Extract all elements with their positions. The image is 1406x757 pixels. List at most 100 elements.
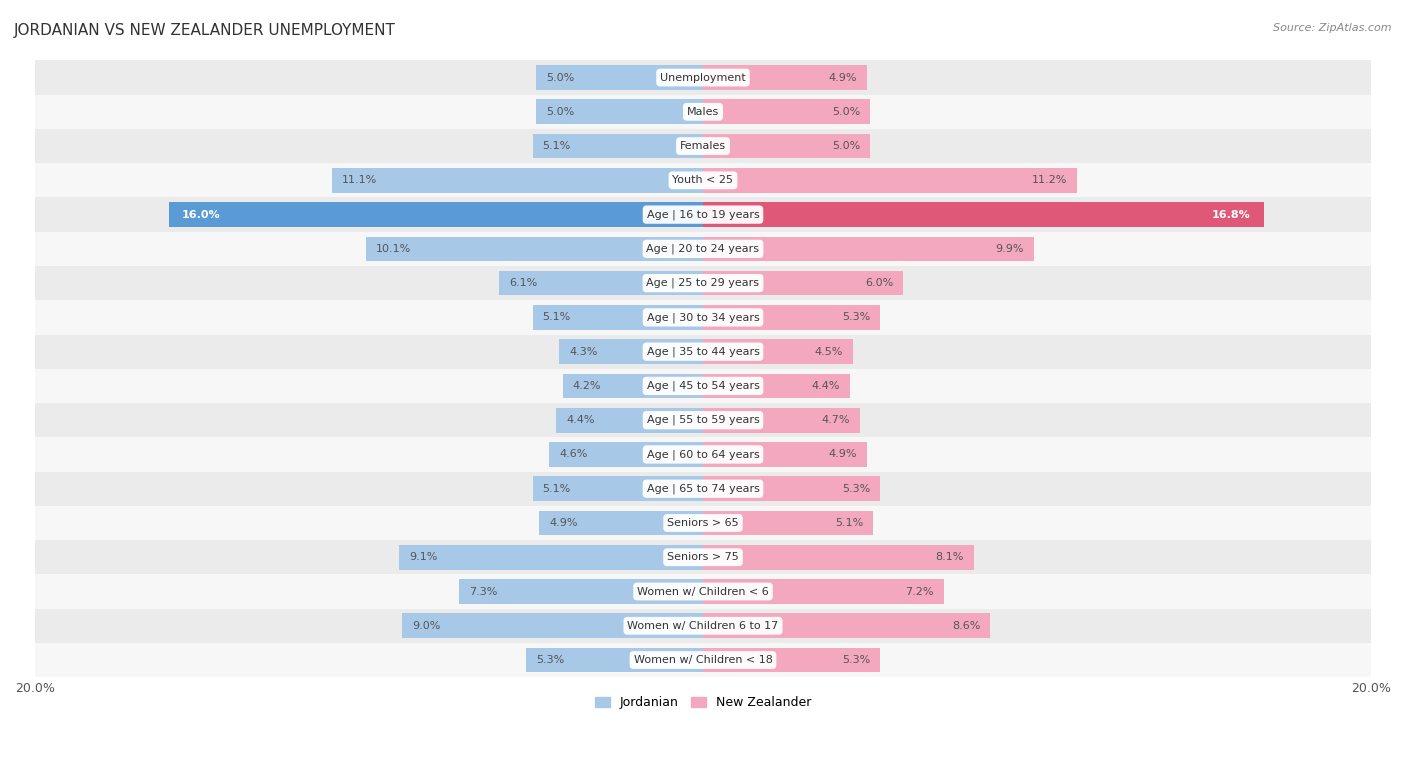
Bar [35, 129, 1371, 164]
Text: Age | 65 to 74 years: Age | 65 to 74 years [647, 484, 759, 494]
Text: 5.0%: 5.0% [546, 73, 574, 83]
Text: Women w/ Children 6 to 17: Women w/ Children 6 to 17 [627, 621, 779, 631]
Text: Women w/ Children < 6: Women w/ Children < 6 [637, 587, 769, 597]
Text: 4.4%: 4.4% [811, 381, 839, 391]
Bar [533, 476, 703, 501]
Text: 11.1%: 11.1% [342, 176, 377, 185]
Text: 4.3%: 4.3% [569, 347, 598, 357]
Text: Women w/ Children < 18: Women w/ Children < 18 [634, 655, 772, 665]
Text: 9.0%: 9.0% [412, 621, 440, 631]
Bar [399, 545, 703, 569]
Bar [703, 613, 990, 638]
Text: 5.0%: 5.0% [832, 107, 860, 117]
Bar [35, 232, 1371, 266]
Text: 5.1%: 5.1% [835, 518, 863, 528]
Text: 5.0%: 5.0% [546, 107, 574, 117]
Text: 9.1%: 9.1% [409, 553, 437, 562]
Text: 11.2%: 11.2% [1032, 176, 1067, 185]
Legend: Jordanian, New Zealander: Jordanian, New Zealander [589, 691, 817, 714]
Text: JORDANIAN VS NEW ZEALANDER UNEMPLOYMENT: JORDANIAN VS NEW ZEALANDER UNEMPLOYMENT [14, 23, 396, 38]
Bar [703, 236, 1033, 261]
Bar [703, 648, 880, 672]
Bar [35, 540, 1371, 575]
Bar [703, 374, 851, 398]
Bar [703, 442, 866, 467]
Text: 7.3%: 7.3% [470, 587, 498, 597]
Text: 5.3%: 5.3% [842, 313, 870, 322]
Bar [35, 575, 1371, 609]
Bar [540, 511, 703, 535]
Text: Age | 30 to 34 years: Age | 30 to 34 years [647, 312, 759, 322]
Text: 5.3%: 5.3% [842, 484, 870, 494]
Text: Age | 20 to 24 years: Age | 20 to 24 years [647, 244, 759, 254]
Bar [555, 408, 703, 432]
Text: Source: ZipAtlas.com: Source: ZipAtlas.com [1274, 23, 1392, 33]
Bar [35, 609, 1371, 643]
Bar [35, 369, 1371, 403]
Bar [526, 648, 703, 672]
Text: Youth < 25: Youth < 25 [672, 176, 734, 185]
Bar [703, 476, 880, 501]
Bar [703, 271, 904, 295]
Bar [35, 61, 1371, 95]
Bar [499, 271, 703, 295]
Text: 10.1%: 10.1% [375, 244, 411, 254]
Bar [536, 99, 703, 124]
Text: 8.6%: 8.6% [952, 621, 980, 631]
Text: 9.9%: 9.9% [995, 244, 1024, 254]
Text: 5.0%: 5.0% [832, 141, 860, 151]
Text: Age | 55 to 59 years: Age | 55 to 59 years [647, 415, 759, 425]
Text: Females: Females [681, 141, 725, 151]
Text: 5.1%: 5.1% [543, 313, 571, 322]
Bar [35, 438, 1371, 472]
Bar [533, 134, 703, 158]
Bar [703, 545, 973, 569]
Text: 5.1%: 5.1% [543, 484, 571, 494]
Bar [703, 134, 870, 158]
Bar [703, 65, 866, 90]
Text: 4.5%: 4.5% [815, 347, 844, 357]
Bar [35, 266, 1371, 301]
Bar [703, 511, 873, 535]
Bar [562, 374, 703, 398]
Text: Age | 35 to 44 years: Age | 35 to 44 years [647, 347, 759, 357]
Text: Unemployment: Unemployment [661, 73, 745, 83]
Bar [703, 305, 880, 330]
Bar [35, 506, 1371, 540]
Text: 4.6%: 4.6% [560, 450, 588, 459]
Text: 6.1%: 6.1% [509, 278, 537, 288]
Text: 4.9%: 4.9% [550, 518, 578, 528]
Bar [35, 95, 1371, 129]
Bar [35, 472, 1371, 506]
Text: 16.0%: 16.0% [181, 210, 221, 220]
Bar [332, 168, 703, 193]
Bar [703, 339, 853, 364]
Text: 5.3%: 5.3% [536, 655, 564, 665]
Text: 4.7%: 4.7% [821, 415, 851, 425]
Text: Age | 45 to 54 years: Age | 45 to 54 years [647, 381, 759, 391]
Text: 4.9%: 4.9% [828, 450, 856, 459]
Bar [35, 301, 1371, 335]
Bar [703, 99, 870, 124]
Bar [35, 403, 1371, 438]
Text: 7.2%: 7.2% [905, 587, 934, 597]
Text: Seniors > 75: Seniors > 75 [666, 553, 740, 562]
Text: 4.9%: 4.9% [828, 73, 856, 83]
Bar [703, 408, 860, 432]
Text: Age | 16 to 19 years: Age | 16 to 19 years [647, 210, 759, 220]
Text: 16.8%: 16.8% [1212, 210, 1251, 220]
Text: Males: Males [688, 107, 718, 117]
Bar [560, 339, 703, 364]
Bar [703, 202, 1264, 227]
Bar [35, 643, 1371, 678]
Text: 6.0%: 6.0% [865, 278, 893, 288]
Bar [536, 65, 703, 90]
Bar [35, 198, 1371, 232]
Bar [35, 164, 1371, 198]
Text: Age | 60 to 64 years: Age | 60 to 64 years [647, 449, 759, 459]
Text: 4.2%: 4.2% [572, 381, 602, 391]
Bar [169, 202, 703, 227]
Bar [533, 305, 703, 330]
Bar [703, 579, 943, 604]
Bar [460, 579, 703, 604]
